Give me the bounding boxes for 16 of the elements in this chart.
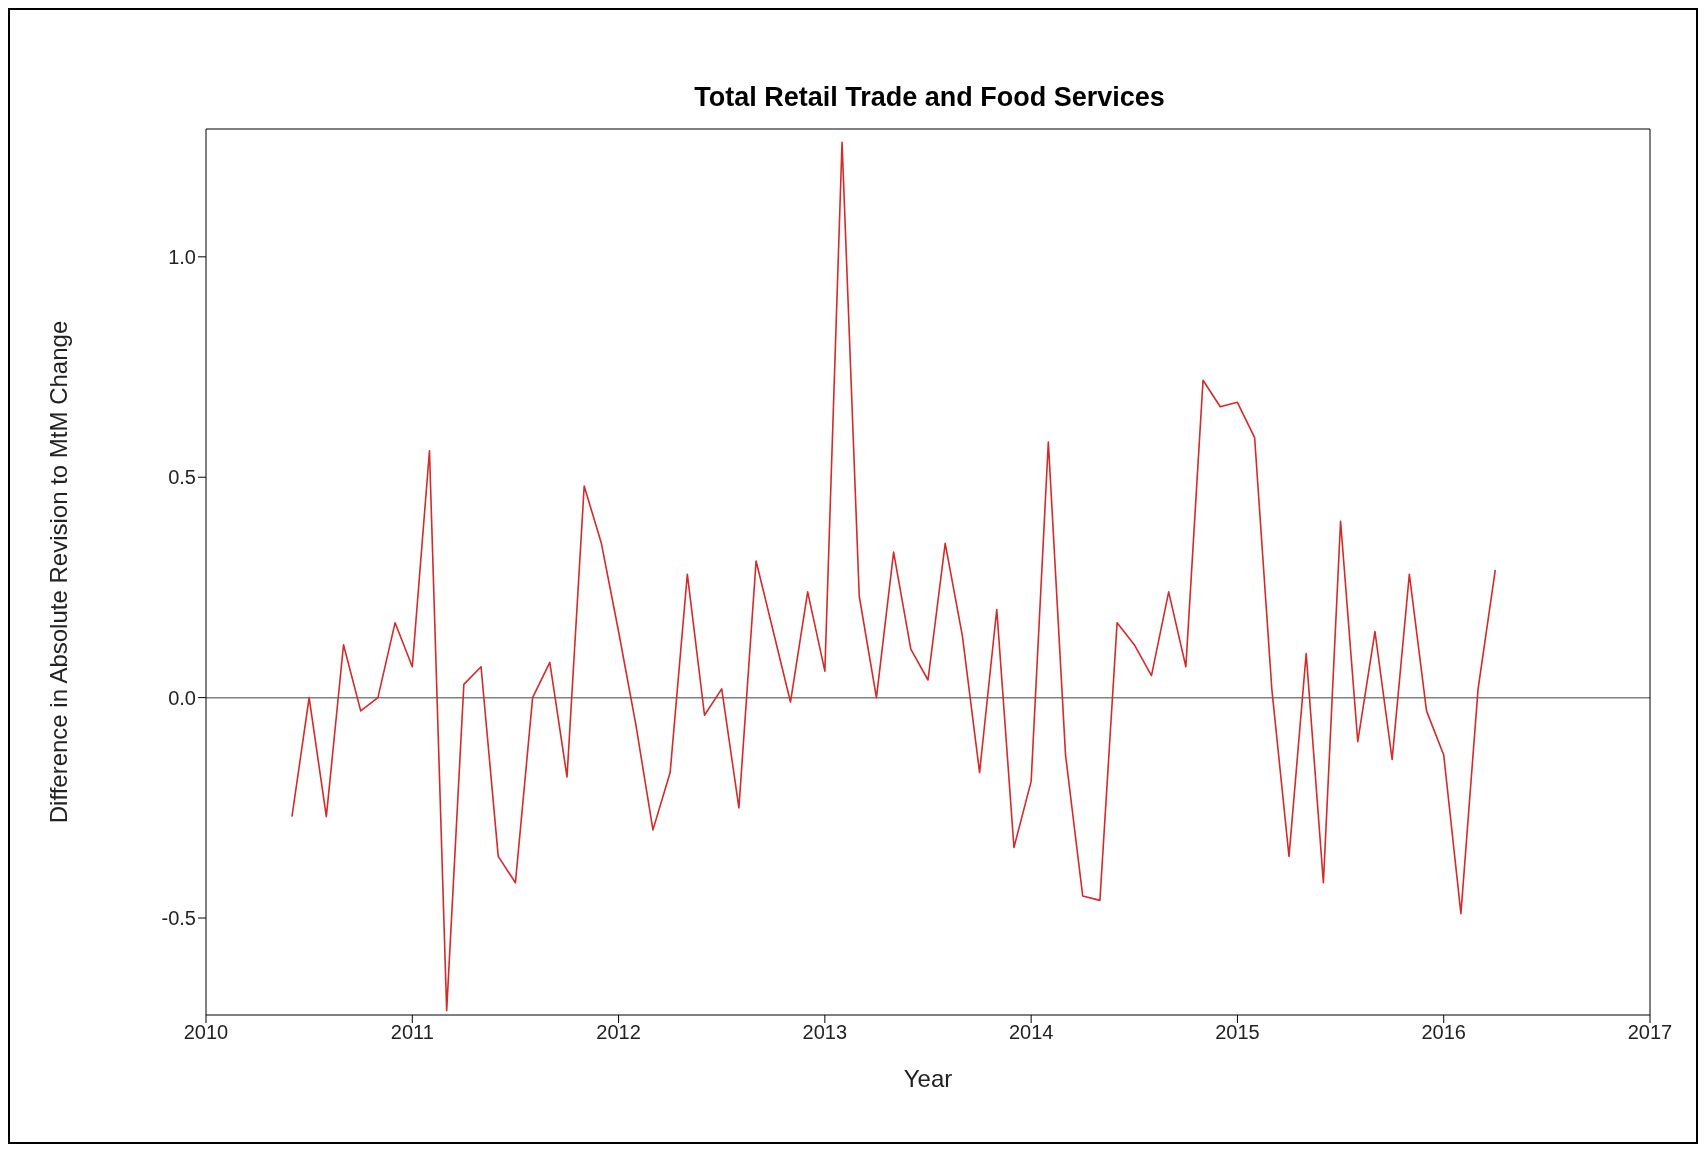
y-tick-label: 1.0 xyxy=(168,245,196,268)
x-tick-label: 2013 xyxy=(802,1021,848,1044)
x-tick-label: 2010 xyxy=(183,1021,229,1044)
y-tick-label: -0.5 xyxy=(161,907,196,930)
x-tick-label: 2012 xyxy=(596,1021,641,1044)
y-tick-label: 0.0 xyxy=(168,686,196,709)
chart-title: Total Retail Trade and Food Services xyxy=(693,82,1166,113)
x-tick-label: 2011 xyxy=(390,1021,434,1044)
x-tick-label: 2015 xyxy=(1215,1021,1260,1044)
x-tick-label: 2016 xyxy=(1421,1021,1466,1044)
x-axis-title: Year xyxy=(903,1065,953,1092)
y-axis-title: Difference in Absolute Revision to MtM Change xyxy=(44,320,72,824)
x-tick-label: 2017 xyxy=(1627,1021,1673,1044)
y-tick-label: 0.5 xyxy=(168,466,196,489)
x-tick-label: 2014 xyxy=(1008,1021,1054,1044)
line-series xyxy=(291,141,1497,1012)
